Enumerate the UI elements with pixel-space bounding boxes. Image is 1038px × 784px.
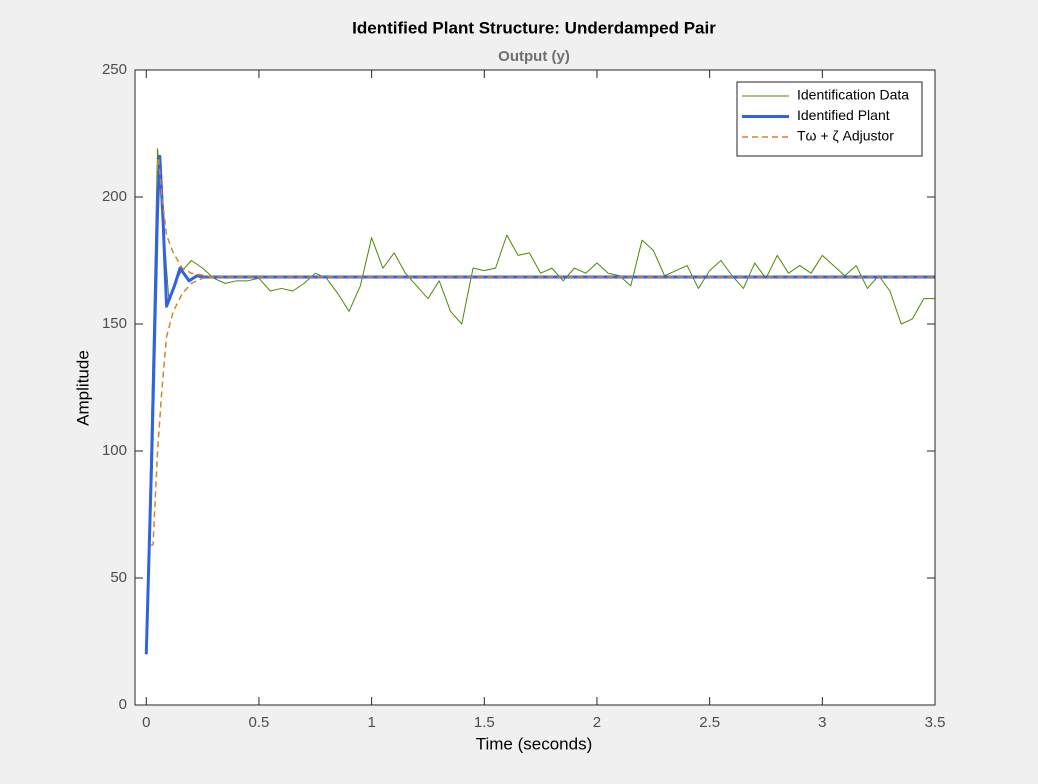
x-tick-label: 0 xyxy=(142,714,150,731)
chart-subtitle: Output (y) xyxy=(498,48,570,65)
legend-label: Identified Plant xyxy=(797,107,890,123)
x-tick-label: 3 xyxy=(818,714,826,731)
data-line xyxy=(145,148,935,655)
axes-box xyxy=(134,69,936,706)
x-tick-label: 2 xyxy=(593,714,601,731)
data-line xyxy=(150,158,935,546)
plot-area xyxy=(135,70,935,705)
data-line xyxy=(144,154,935,655)
x-tick-label: 3.5 xyxy=(925,714,946,731)
y-tick-label: 200 xyxy=(102,188,127,205)
x-tick-label: 1 xyxy=(367,714,375,731)
y-tick-label: 50 xyxy=(110,569,127,586)
x-axis-label: Time (seconds) xyxy=(476,734,593,753)
y-tick-label: 250 xyxy=(102,61,127,78)
legend-box xyxy=(736,81,923,157)
x-tick-label: 1.5 xyxy=(474,714,495,731)
y-axis-label: Amplitude xyxy=(73,350,92,426)
y-tick-label: 150 xyxy=(102,315,127,332)
chart-title: Identified Plant Structure: Underdamped … xyxy=(352,18,716,37)
x-tick-label: 0.5 xyxy=(249,714,270,731)
legend-label: Identification Data xyxy=(797,87,909,103)
y-tick-label: 100 xyxy=(102,442,127,459)
y-tick-label: 0 xyxy=(119,696,127,713)
legend-label: Tω + ζ Adjustor xyxy=(797,128,894,144)
x-tick-label: 2.5 xyxy=(699,714,720,731)
